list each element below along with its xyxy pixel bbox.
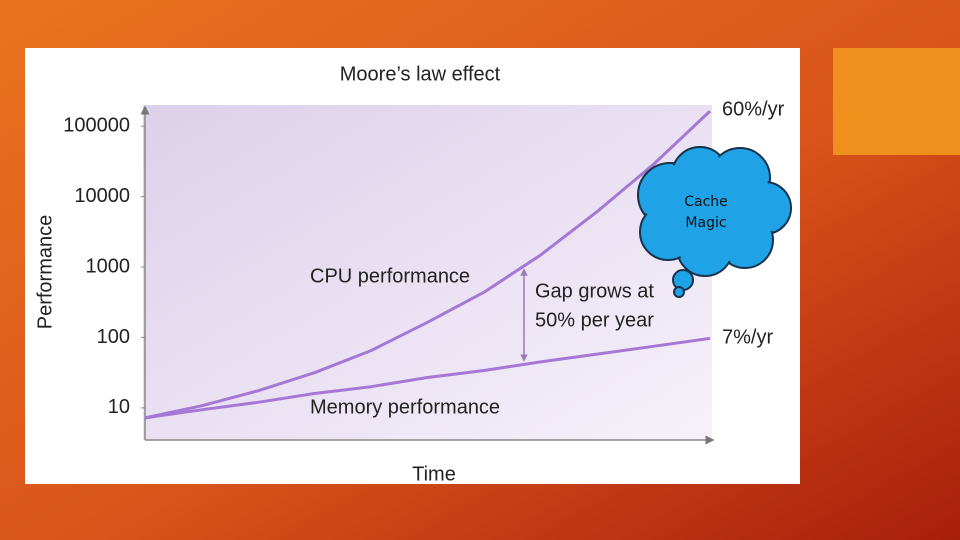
series-line — [144, 336, 711, 420]
memory-rate: 7%/yr — [722, 326, 773, 348]
chart-title: Moore’s law effect — [340, 63, 501, 85]
y-tick-label: 100 — [97, 326, 130, 348]
cloud: Cache Magic — [637, 146, 792, 298]
gap-text: Gap grows at — [535, 280, 654, 302]
cpu-label: CPU performance — [310, 265, 470, 287]
series-lines — [144, 110, 712, 420]
y-tick-label: 10000 — [74, 185, 130, 207]
memory-label: Memory performance — [310, 396, 500, 418]
cloud-text: Cache — [684, 194, 728, 210]
x-axis-label: Time — [412, 463, 456, 485]
accent-square — [833, 48, 960, 155]
series-line — [144, 110, 712, 420]
plot-area — [143, 105, 712, 440]
y-tick-label: 10 — [108, 396, 130, 418]
cloud-text: Magic — [685, 215, 726, 231]
y-tick-label: 100000 — [63, 114, 130, 136]
gap-text: 50% per year — [535, 309, 654, 331]
y-axis-label: Performance — [34, 215, 56, 330]
y-tick-label: 1000 — [86, 255, 131, 277]
cpu-rate: 60%/yr — [722, 98, 785, 120]
